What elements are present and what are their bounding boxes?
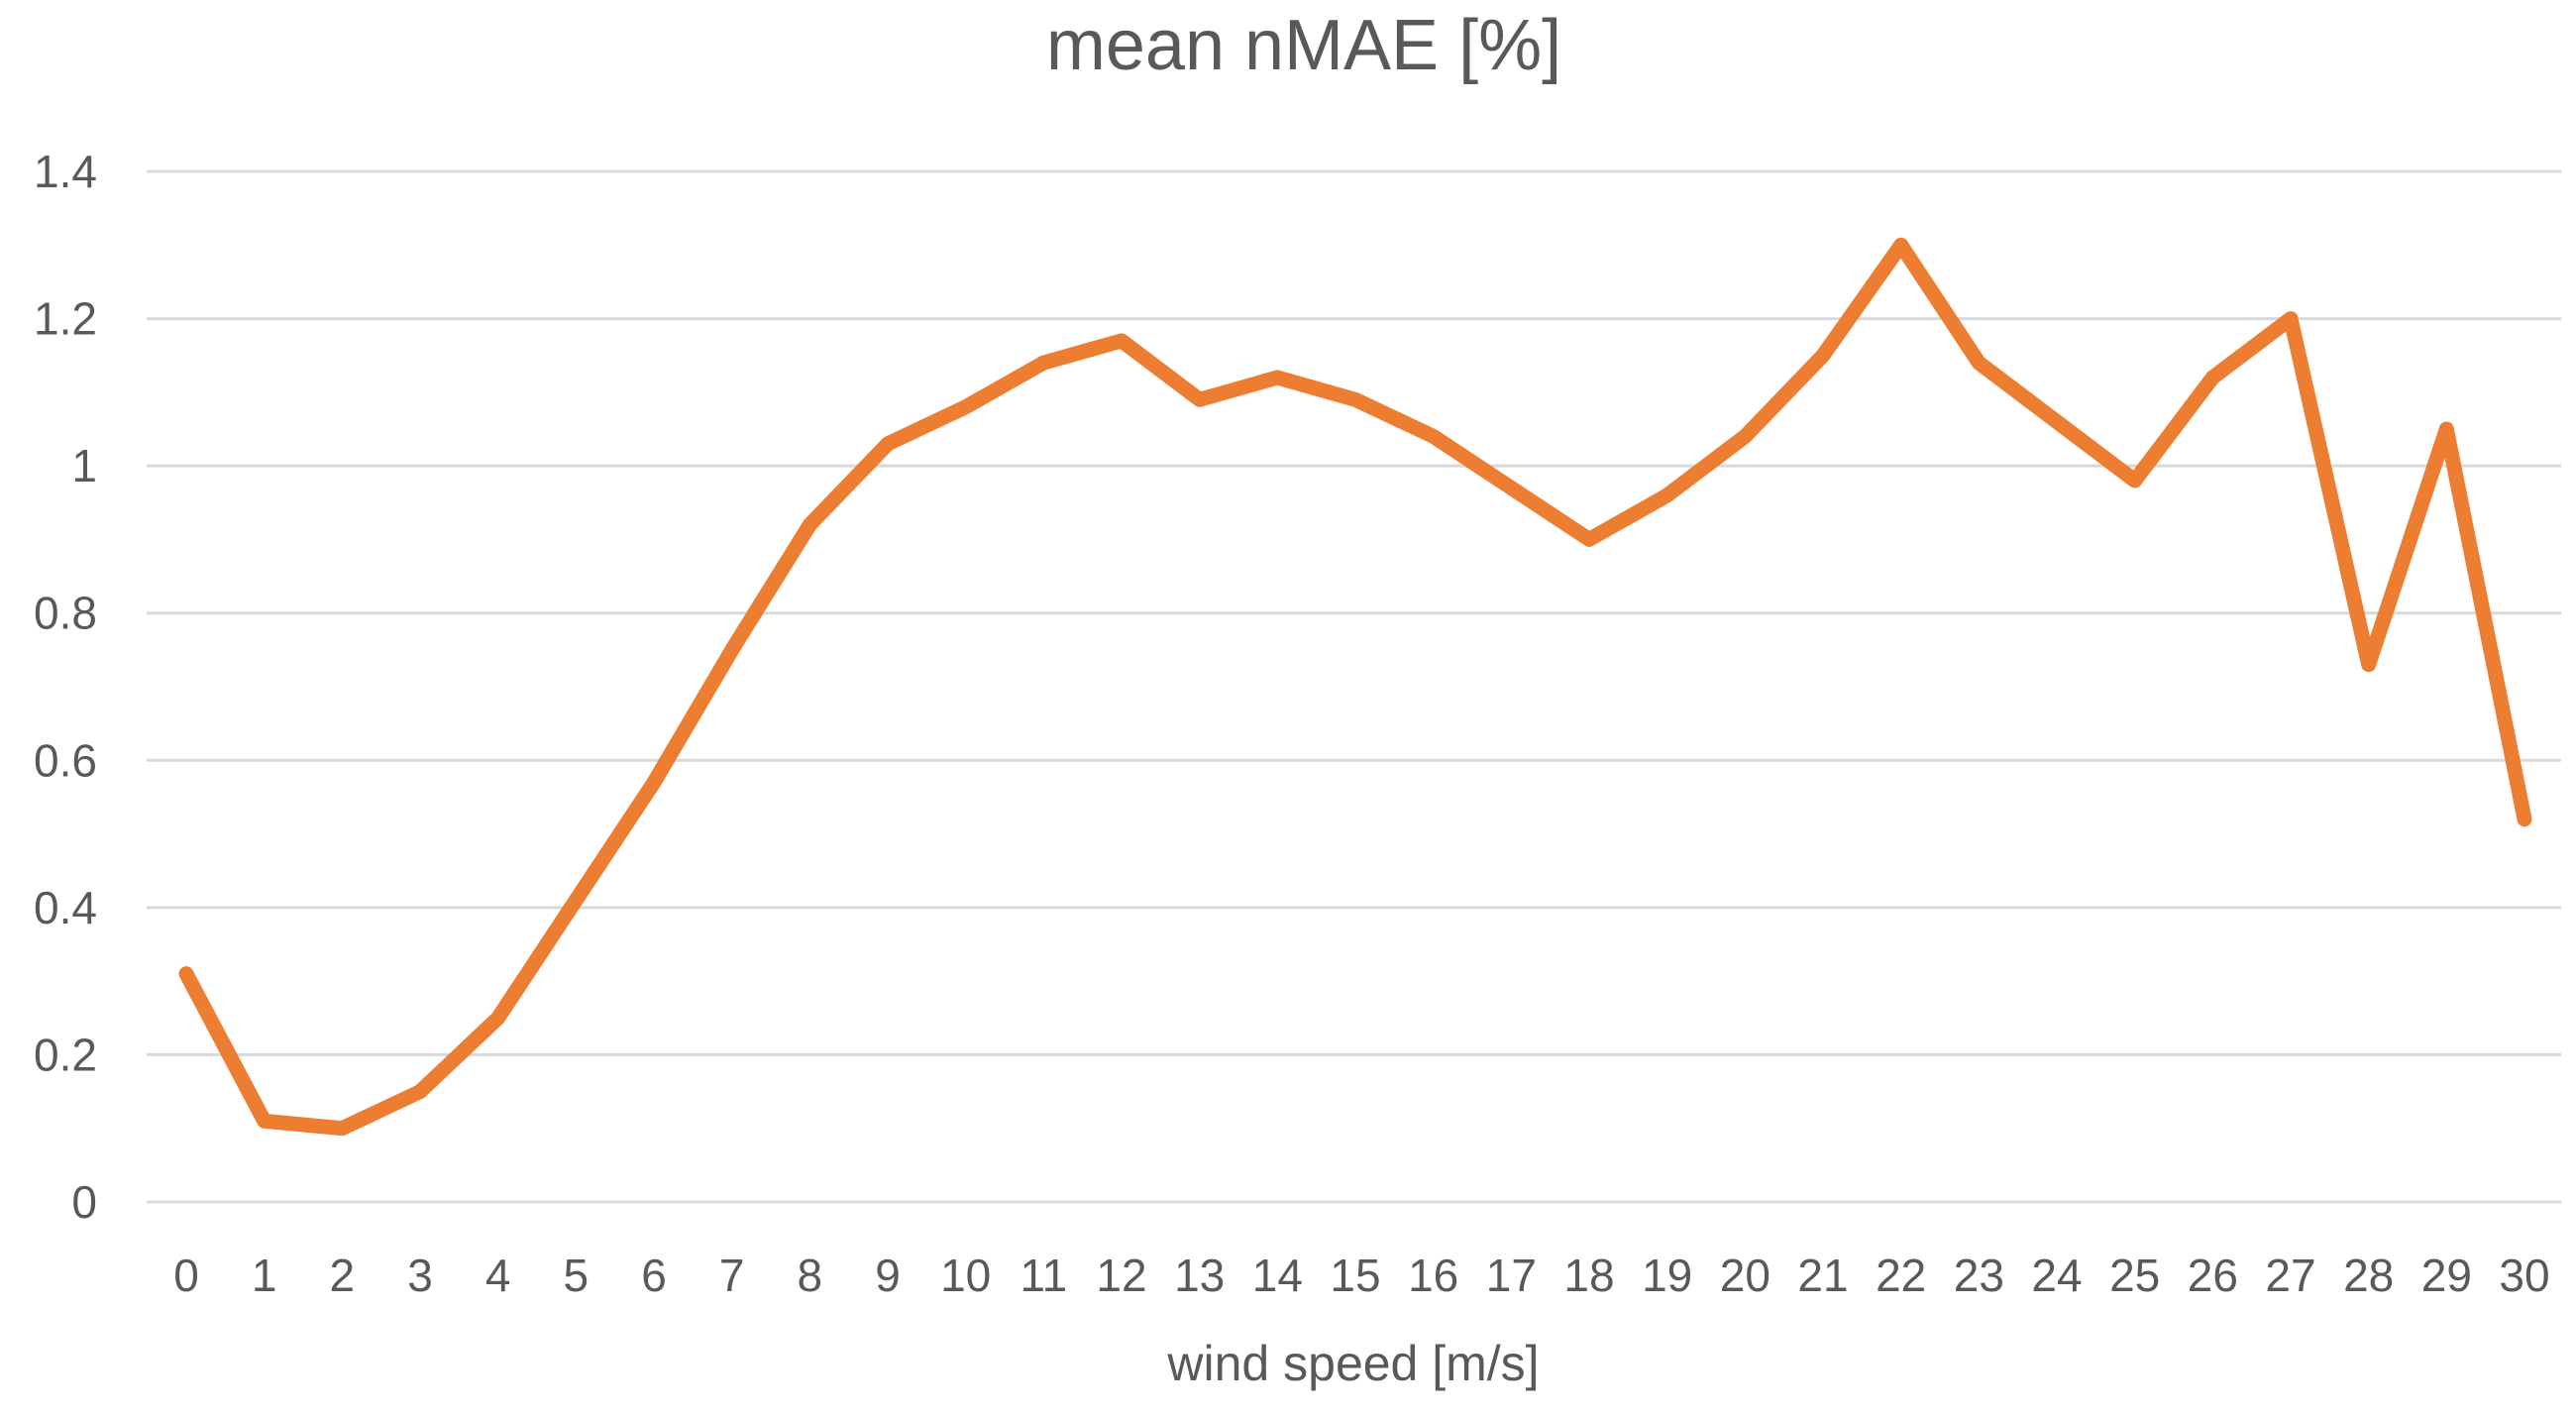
chart-title: mean nMAE [%] (1046, 6, 1561, 85)
data-point (1816, 348, 1830, 363)
x-tick-label: 21 (1797, 1250, 1848, 1301)
x-tick-label: 6 (641, 1250, 667, 1301)
x-tick-label: 23 (1954, 1250, 2004, 1301)
x-tick-label: 3 (407, 1250, 433, 1301)
data-point (1504, 481, 1519, 495)
x-tick-label: 17 (1486, 1250, 1537, 1301)
x-tick-label: 18 (1563, 1250, 1614, 1301)
x-tick-label: 15 (1330, 1250, 1380, 1301)
y-tick-label: 0 (71, 1176, 97, 1228)
x-tick-label: 13 (1174, 1250, 1225, 1301)
x-tick-label: 25 (2109, 1250, 2160, 1301)
x-tick-label: 16 (1408, 1250, 1458, 1301)
x-tick-label: 4 (485, 1250, 511, 1301)
data-point (1270, 371, 1285, 384)
data-point (179, 966, 193, 981)
data-point (2127, 474, 2142, 488)
x-tick-label: 27 (2265, 1250, 2315, 1301)
data-point (569, 893, 584, 908)
x-tick-label: 28 (2343, 1250, 2394, 1301)
data-point (2439, 422, 2454, 436)
x-tick-label: 1 (252, 1250, 277, 1301)
y-tick-label: 0.6 (34, 734, 97, 786)
y-tick-label: 1 (71, 440, 97, 491)
x-tick-label: 14 (1252, 1250, 1303, 1301)
data-point (1192, 392, 1207, 407)
x-tick-label: 0 (173, 1250, 199, 1301)
data-point (1426, 429, 1441, 444)
x-axis-ticks: 0 1 2 3 4 5 6 7 8 9 10 11 12 13 14 15 16 17 18 19 20 21 22 23 24… (173, 1250, 2549, 1301)
data-point (2518, 812, 2531, 826)
data-point (1972, 356, 1986, 371)
data-point (413, 1084, 427, 1099)
y-axis-ticks: 0 0.2 0.4 0.6 0.8 1 1.2 1.4 (34, 146, 97, 1228)
data-point (1660, 488, 1674, 502)
x-tick-label: 12 (1096, 1250, 1146, 1301)
data-point (2205, 371, 2220, 384)
x-tick-label: 24 (2031, 1250, 2082, 1301)
data-point (1115, 333, 1128, 348)
x-tick-label: 26 (2188, 1250, 2238, 1301)
data-point (881, 436, 895, 451)
x-tick-label: 10 (940, 1250, 991, 1301)
data-point (803, 517, 817, 532)
y-tick-label: 1.2 (34, 293, 97, 345)
data-point (490, 1011, 505, 1026)
series-layer (178, 237, 2532, 1137)
data-point (257, 1114, 271, 1129)
data-point (2050, 414, 2064, 429)
gridlines (147, 169, 2561, 1204)
data-point (335, 1121, 350, 1136)
data-point (1582, 532, 1596, 547)
x-tick-label: 22 (1876, 1250, 1926, 1301)
data-point (2284, 311, 2298, 326)
y-tick-label: 0.8 (34, 588, 97, 639)
x-tick-label: 30 (2499, 1250, 2549, 1301)
data-point (1893, 238, 1908, 253)
x-tick-label: 5 (564, 1250, 590, 1301)
x-tick-label: 8 (798, 1250, 823, 1301)
data-point (1738, 429, 1753, 444)
data-point (724, 642, 739, 657)
data-point (647, 775, 661, 790)
y-tick-label: 0.4 (34, 882, 97, 933)
x-tick-label: 7 (719, 1250, 745, 1301)
data-point (1036, 356, 1051, 371)
x-tick-label: 29 (2421, 1250, 2472, 1301)
data-point (958, 399, 973, 414)
x-tick-label: 20 (1720, 1250, 1771, 1301)
x-tick-label: 19 (1642, 1250, 1692, 1301)
x-axis-label: wind speed [m/s] (1166, 1336, 1539, 1391)
y-tick-label: 0.2 (34, 1029, 97, 1080)
data-point (2361, 657, 2376, 672)
x-tick-label: 11 (1020, 1250, 1067, 1301)
data-point (1348, 392, 1362, 407)
x-tick-label: 9 (875, 1250, 901, 1301)
y-tick-label: 1.4 (34, 146, 97, 197)
series-line (178, 237, 2532, 1137)
x-tick-label: 2 (330, 1250, 356, 1301)
